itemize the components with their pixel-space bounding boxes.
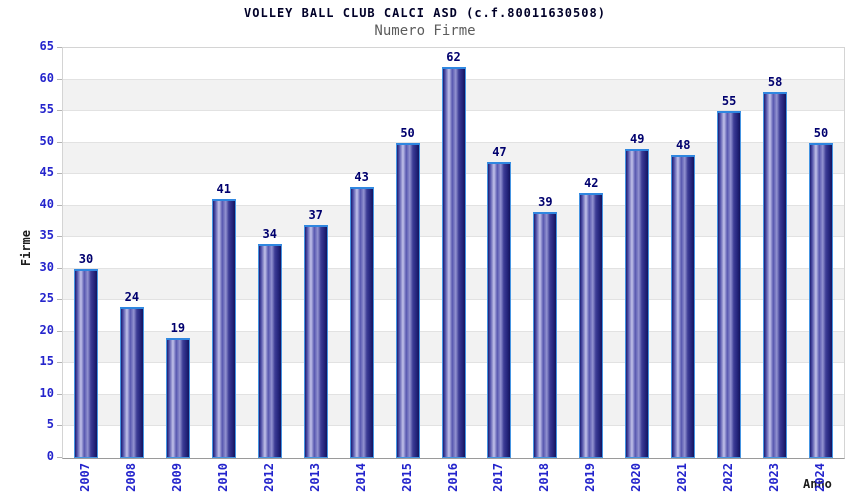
x-tick-label: 2023: [767, 463, 782, 492]
bar-2018: [533, 212, 558, 458]
bar-2012: [257, 243, 282, 458]
bar-2009: [165, 338, 190, 458]
value-label: 48: [675, 138, 691, 153]
value-label: 62: [446, 49, 461, 64]
x-tick-label: 2013: [307, 463, 322, 492]
x-tick-label: 2015: [399, 463, 414, 492]
y-tick: [57, 425, 62, 427]
y-tick: [57, 457, 62, 458]
y-tick: [57, 330, 62, 332]
y-tick: [57, 362, 62, 364]
bar-2021: [671, 155, 696, 458]
value-label: 39: [538, 195, 553, 209]
y-tick-label: 65: [39, 39, 54, 53]
bar-2007: [73, 268, 98, 458]
bar-2016: [441, 66, 466, 458]
x-axis-title: Anno: [803, 477, 832, 491]
y-tick: [57, 47, 62, 48]
bar-2024: [809, 142, 834, 458]
bar-2023: [763, 92, 788, 458]
value-label: 24: [124, 289, 140, 304]
y-tick: [57, 78, 62, 80]
value-label: 55: [721, 94, 737, 109]
y-tick-label: 25: [39, 291, 54, 306]
bar-2017: [487, 161, 512, 458]
bar-2022: [717, 111, 742, 458]
value-label: 47: [492, 144, 507, 159]
y-tick: [57, 204, 62, 206]
x-tick-label: 2017: [491, 463, 506, 492]
x-tick-label: 2019: [583, 463, 598, 492]
y-axis-title: Firme: [19, 230, 33, 267]
x-tick-label: 2021: [675, 463, 690, 492]
y-tick-label: 55: [39, 102, 54, 117]
y-tick-label: 10: [39, 385, 54, 400]
value-label: 50: [400, 125, 415, 140]
bar-2010: [211, 199, 236, 458]
y-tick: [57, 236, 62, 238]
y-tick: [57, 110, 62, 112]
x-tick-label: 2010: [215, 463, 230, 492]
x-tick-label: 2018: [537, 463, 552, 492]
bar-2020: [625, 148, 650, 458]
y-tick-label: 50: [39, 133, 54, 148]
y-tick-label: 45: [39, 165, 54, 180]
bar-2008: [119, 306, 144, 458]
y-tick-label: 30: [39, 259, 54, 274]
value-label: 30: [78, 251, 94, 266]
bar-2013: [303, 224, 328, 458]
bar-2019: [579, 193, 604, 458]
x-tick-label: 2022: [721, 463, 736, 492]
value-label: 19: [170, 321, 186, 336]
x-tick-label: 2014: [353, 463, 368, 492]
value-label: 49: [630, 131, 645, 146]
y-tick-label: 20: [39, 322, 54, 337]
bar-2014: [349, 186, 374, 458]
value-label: 34: [262, 226, 277, 241]
y-tick-label: 15: [39, 354, 54, 369]
x-tick-label: 2020: [629, 463, 644, 492]
y-tick-label: 60: [39, 70, 54, 85]
value-label: 58: [767, 75, 783, 90]
x-tick-label: 2016: [445, 463, 460, 492]
value-label: 43: [354, 169, 369, 184]
y-tick: [57, 173, 62, 175]
chart-title: VOLLEY BALL CLUB CALCI ASD (c.f.80011630…: [244, 6, 606, 20]
value-label: 41: [216, 182, 231, 197]
y-tick: [57, 299, 62, 301]
value-label: 42: [584, 176, 599, 191]
bar-2015: [395, 142, 420, 458]
x-tick-label: 2024: [813, 463, 828, 492]
x-tick-label: 2012: [261, 463, 276, 492]
y-tick: [57, 267, 62, 269]
x-tick-label: 2008: [123, 463, 138, 492]
chart-subtitle: Numero Firme: [374, 23, 476, 39]
x-tick-label: 2009: [169, 463, 184, 492]
value-label: 37: [308, 207, 323, 222]
value-label: 50: [813, 125, 829, 140]
y-tick: [57, 141, 62, 143]
y-tick-label: 40: [39, 196, 54, 211]
y-tick-label: 0: [46, 449, 54, 463]
x-tick-label: 2007: [77, 463, 92, 492]
y-tick: [57, 393, 62, 395]
y-tick-label: 35: [39, 228, 54, 243]
plot-area: 30 24 19 41 34 37 43 50 62 47 39 42 49 48 55 58 50: [62, 47, 845, 459]
y-tick-label: 5: [46, 417, 54, 432]
